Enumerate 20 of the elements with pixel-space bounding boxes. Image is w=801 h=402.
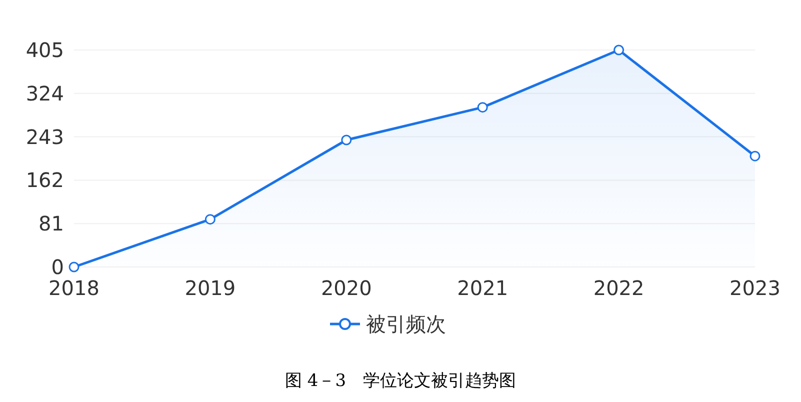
point bbox=[341, 134, 352, 146]
y-tick-label: 405 bbox=[26, 38, 64, 62]
x-tick-label: 2023 bbox=[730, 276, 780, 300]
point bbox=[477, 102, 488, 113]
caption: 图 4－3 学位论文被引趋势图 bbox=[284, 371, 516, 391]
point bbox=[68, 262, 80, 272]
point bbox=[614, 44, 624, 56]
y-tick-label: 81 bbox=[38, 212, 64, 236]
y-tick-label: 162 bbox=[26, 168, 64, 192]
point bbox=[204, 214, 216, 225]
y-tick-label: 324 bbox=[26, 81, 64, 106]
x-tick-label: 2018 bbox=[48, 276, 100, 300]
y-tick-label: 243 bbox=[26, 124, 64, 149]
x-tick-label: 2020 bbox=[320, 276, 372, 300]
legend-label: 被引频次 bbox=[366, 312, 446, 336]
x-tick-label: 2022 bbox=[593, 276, 644, 300]
x-tick-label: 2021 bbox=[457, 276, 508, 300]
point bbox=[750, 150, 760, 162]
y-tick-label: 0 bbox=[51, 255, 64, 279]
x-tick-label: 2019 bbox=[184, 276, 236, 300]
